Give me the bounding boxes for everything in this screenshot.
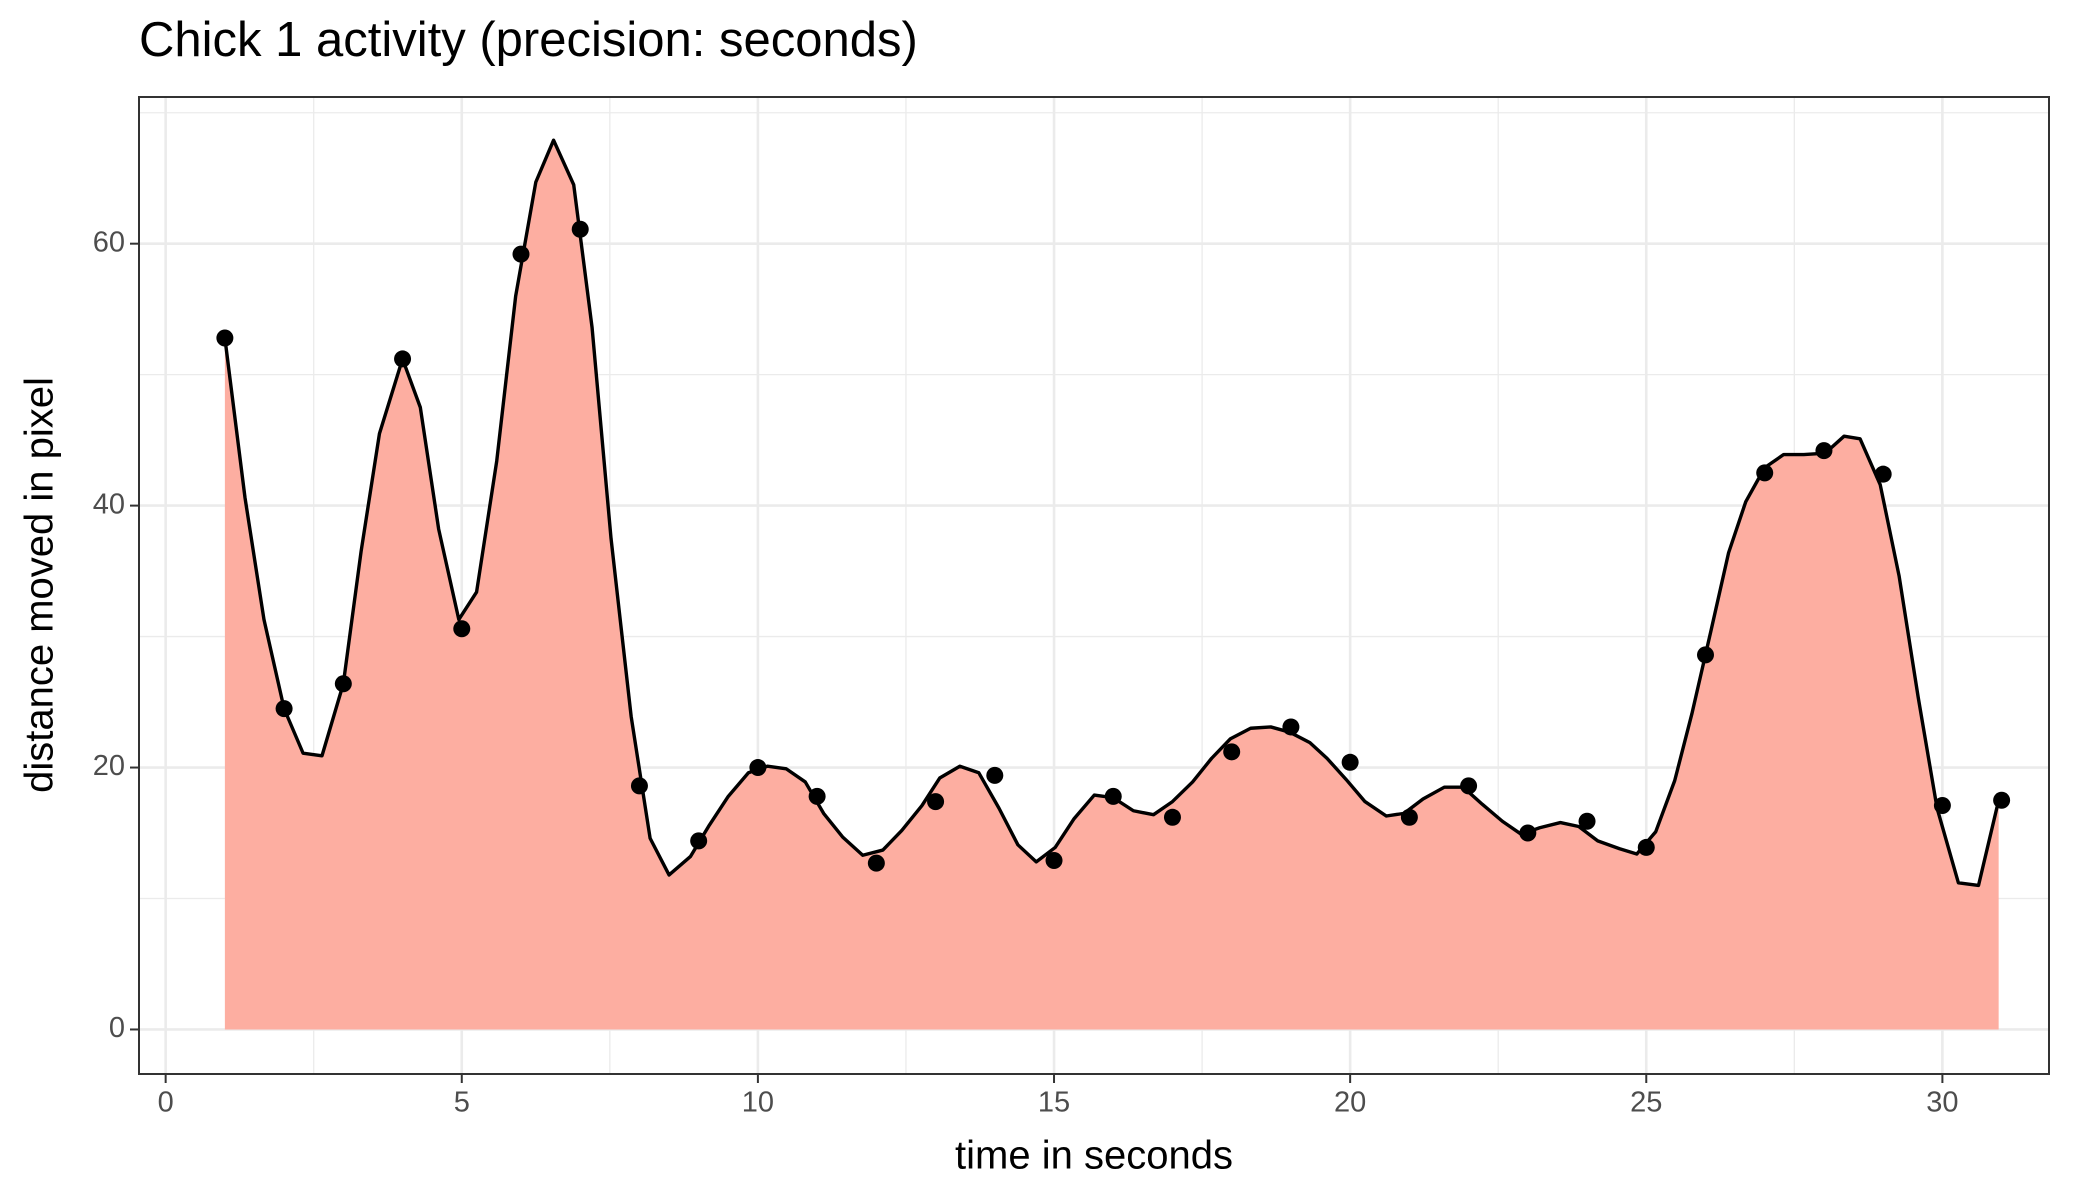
point (1993, 791, 2011, 809)
x-tick-label: 30 (1926, 1087, 1958, 1119)
point (1578, 812, 1596, 830)
y-tick-label: 40 (93, 488, 125, 520)
point (1282, 718, 1300, 736)
x-tick-label: 5 (454, 1087, 470, 1119)
point (1045, 852, 1063, 870)
x-tick-label: 15 (1038, 1087, 1070, 1119)
y-tick-label: 20 (93, 750, 125, 782)
point (1696, 646, 1714, 664)
area (224, 140, 1999, 1030)
point (334, 675, 352, 693)
x-axis-title: time in seconds (955, 1134, 1233, 1178)
point (1815, 442, 1833, 460)
point (571, 220, 589, 238)
point (690, 832, 708, 850)
x-tick-label: 20 (1334, 1087, 1366, 1119)
point (867, 854, 885, 872)
x-tick-label: 25 (1630, 1087, 1662, 1119)
point (808, 787, 826, 805)
point (630, 777, 648, 795)
point (1933, 797, 1951, 815)
point (927, 793, 945, 811)
point (1400, 808, 1418, 826)
point (1163, 808, 1181, 826)
y-axis-title: distance moved in pixel (18, 377, 62, 793)
point (453, 620, 471, 638)
y-tick-label: 60 (93, 226, 125, 258)
point (275, 700, 293, 718)
point (394, 350, 412, 368)
point (1519, 824, 1537, 842)
point (1223, 743, 1241, 761)
point (1460, 777, 1478, 795)
point (986, 766, 1004, 784)
point (1756, 464, 1774, 482)
point (216, 329, 234, 347)
chart-title: Chick 1 activity (precision: seconds) (139, 13, 918, 67)
point (1104, 787, 1122, 805)
point (1341, 753, 1359, 771)
plot-border (138, 96, 2050, 1075)
point (749, 759, 767, 777)
x-tick-label: 0 (158, 1087, 174, 1119)
point (1874, 465, 1892, 483)
x-tick-label: 10 (742, 1087, 774, 1119)
y-tick-label: 0 (109, 1012, 125, 1044)
point (512, 245, 530, 263)
point (1637, 838, 1655, 856)
